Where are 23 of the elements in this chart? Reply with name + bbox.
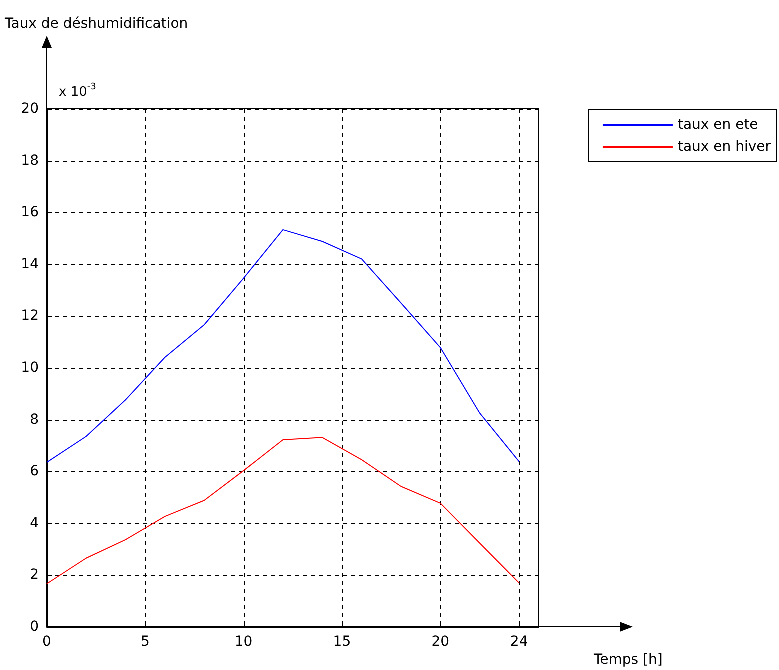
line-series	[46, 229, 520, 464]
y-tick-label: 6	[30, 464, 40, 480]
x-tick-label: 24	[510, 634, 528, 650]
y-tick-label: 2	[30, 567, 39, 584]
legend-label: taux en ete	[678, 117, 758, 133]
x-tick-label: 5	[140, 634, 150, 650]
y-tick-label: 4	[30, 515, 40, 532]
y-tick-label: 14	[21, 256, 40, 272]
y-tick-label: 8	[30, 412, 39, 428]
y-tick-label: 18	[21, 152, 39, 169]
x-tick-label: 0	[42, 634, 52, 650]
x-tick-label: 10	[234, 634, 253, 650]
x-tick-label: 20	[432, 634, 450, 650]
y-axis-title: Taux de déshumidification	[4, 16, 188, 32]
y-tick-label: 10	[21, 360, 39, 376]
y-tick-label: 0	[30, 619, 39, 635]
y-tick-label: 12	[21, 308, 39, 324]
x-axis-title: Temps [h]	[593, 652, 663, 668]
line-series	[46, 437, 520, 585]
y-tick-label: 16	[21, 204, 40, 221]
y-tick-label: 20	[21, 101, 39, 117]
legend-label: taux en hiver	[678, 139, 772, 155]
x-tick-label: 15	[333, 634, 352, 650]
